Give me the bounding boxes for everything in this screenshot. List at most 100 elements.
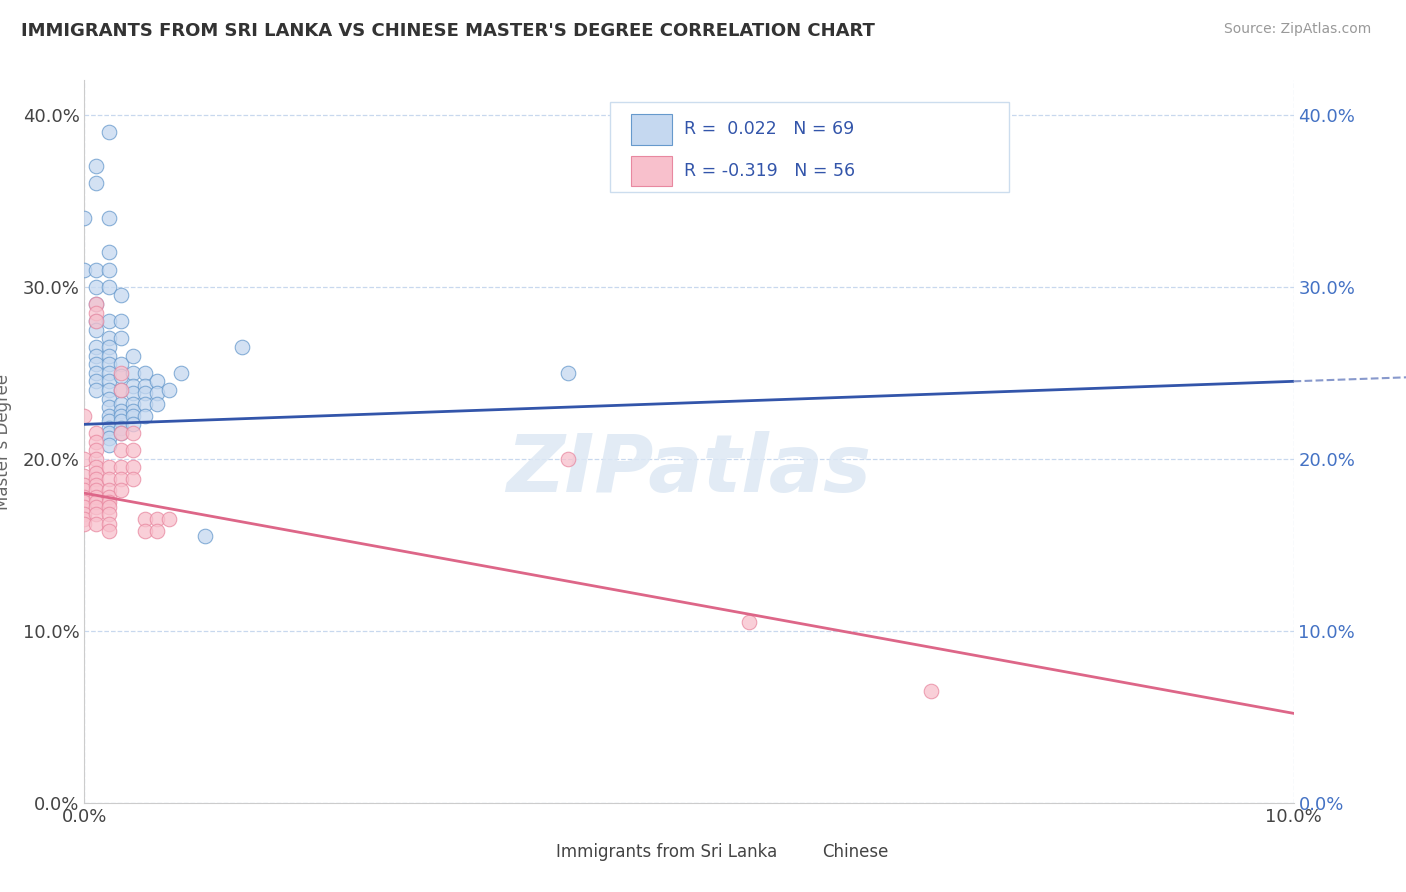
Point — [73, 507, 96, 521]
Point — [86, 500, 108, 514]
Point — [121, 397, 143, 411]
Point — [194, 529, 217, 543]
Y-axis label: Master's Degree: Master's Degree — [0, 374, 11, 509]
Point — [97, 279, 120, 293]
Point — [86, 443, 108, 458]
Point — [86, 323, 108, 337]
Point — [121, 409, 143, 423]
Point — [134, 379, 156, 393]
Point — [146, 524, 169, 538]
Point — [86, 466, 108, 480]
Text: Chinese: Chinese — [823, 843, 889, 861]
Point — [86, 279, 108, 293]
Point — [73, 500, 96, 514]
Point — [121, 417, 143, 432]
Point — [73, 211, 96, 225]
Point — [86, 297, 108, 311]
Point — [146, 386, 169, 401]
Point — [97, 245, 120, 260]
Point — [231, 340, 253, 354]
Point — [920, 684, 942, 698]
Point — [121, 460, 143, 475]
Point — [157, 512, 180, 526]
Point — [97, 490, 120, 504]
Point — [86, 494, 108, 508]
Point — [86, 357, 108, 371]
Point — [86, 490, 108, 504]
Point — [110, 288, 132, 302]
Point — [73, 512, 96, 526]
Point — [86, 314, 108, 328]
Point — [110, 409, 132, 423]
FancyBboxPatch shape — [631, 114, 672, 145]
Point — [86, 349, 108, 363]
Point — [170, 366, 193, 380]
Point — [110, 331, 132, 345]
Point — [86, 297, 108, 311]
Point — [97, 392, 120, 406]
Point — [110, 425, 132, 440]
Point — [146, 512, 169, 526]
Point — [86, 383, 108, 397]
Point — [73, 494, 96, 508]
Point — [97, 331, 120, 345]
Point — [134, 386, 156, 401]
Point — [73, 469, 96, 483]
Text: R =  0.022   N = 69: R = 0.022 N = 69 — [685, 120, 855, 138]
Point — [97, 500, 120, 514]
Point — [110, 383, 132, 397]
Text: IMMIGRANTS FROM SRI LANKA VS CHINESE MASTER'S DEGREE CORRELATION CHART: IMMIGRANTS FROM SRI LANKA VS CHINESE MAS… — [21, 22, 875, 40]
Point — [738, 615, 761, 630]
Point — [134, 366, 156, 380]
Point — [86, 340, 108, 354]
Point — [146, 375, 169, 389]
Point — [157, 383, 180, 397]
Point — [110, 460, 132, 475]
Point — [86, 159, 108, 173]
Point — [97, 524, 120, 538]
Point — [110, 472, 132, 486]
Point — [86, 451, 108, 466]
Point — [73, 409, 96, 423]
Point — [110, 369, 132, 384]
Point — [110, 366, 132, 380]
Point — [97, 414, 120, 428]
Point — [134, 512, 156, 526]
Point — [110, 421, 132, 435]
Point — [86, 262, 108, 277]
Point — [86, 366, 108, 380]
Point — [97, 366, 120, 380]
Point — [86, 434, 108, 449]
Point — [110, 383, 132, 397]
Point — [97, 409, 120, 423]
Point — [97, 211, 120, 225]
Point — [97, 383, 120, 397]
Point — [73, 517, 96, 532]
Point — [97, 483, 120, 497]
Point — [134, 397, 156, 411]
Point — [97, 349, 120, 363]
Point — [121, 425, 143, 440]
Point — [73, 262, 96, 277]
Point — [86, 314, 108, 328]
Point — [86, 517, 108, 532]
Point — [121, 386, 143, 401]
Text: R = -0.319   N = 56: R = -0.319 N = 56 — [685, 162, 855, 180]
Point — [73, 490, 96, 504]
Point — [110, 483, 132, 497]
Point — [110, 397, 132, 411]
Point — [97, 125, 120, 139]
Point — [86, 177, 108, 191]
Point — [134, 409, 156, 423]
Point — [110, 425, 132, 440]
Point — [121, 472, 143, 486]
Point — [134, 524, 156, 538]
FancyBboxPatch shape — [631, 156, 672, 186]
Point — [86, 425, 108, 440]
Point — [557, 366, 579, 380]
Text: Source: ZipAtlas.com: Source: ZipAtlas.com — [1223, 22, 1371, 37]
Point — [121, 349, 143, 363]
Point — [110, 314, 132, 328]
FancyBboxPatch shape — [610, 102, 1010, 193]
Point — [86, 483, 108, 497]
